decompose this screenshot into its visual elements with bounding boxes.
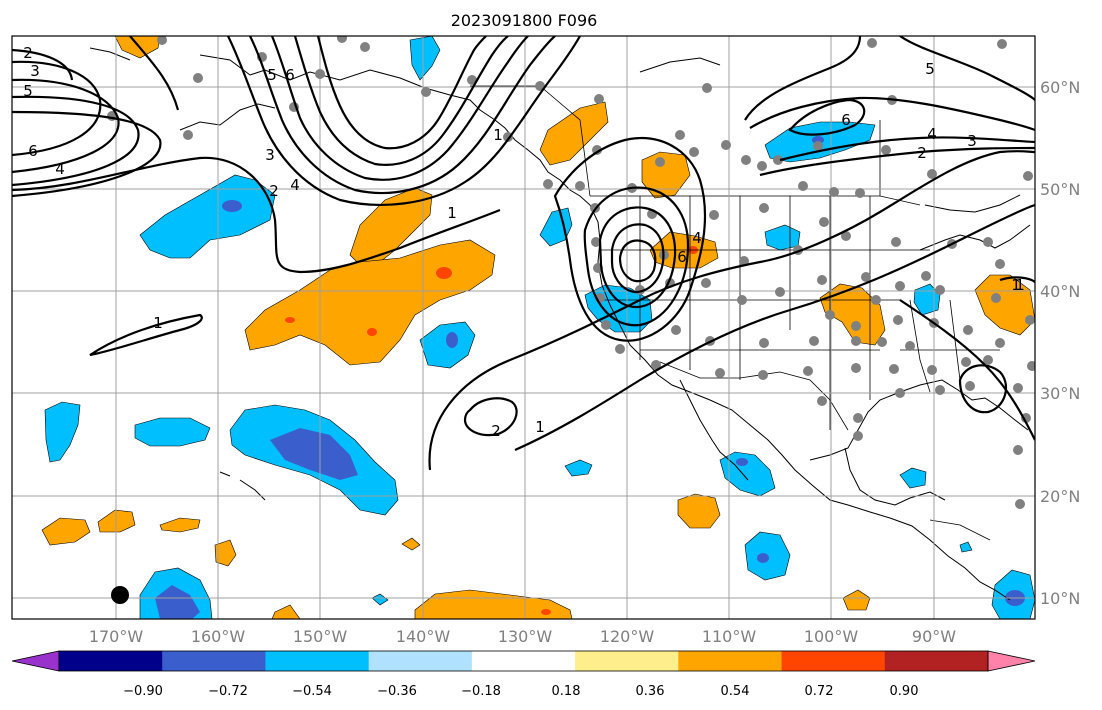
map-frame	[11, 35, 1036, 620]
contour-label: 5	[267, 66, 277, 84]
colorbar-max-arrow	[987, 650, 1036, 672]
lon-label: 90°W	[912, 627, 956, 646]
colorbar-tick-label: 0.90	[890, 684, 919, 699]
lat-label: 10°N	[1040, 589, 1080, 608]
strong-positive-anomaly-shading	[285, 246, 698, 615]
contour-label: 6	[677, 248, 687, 266]
colorbar-segment	[265, 651, 370, 671]
map-content: 2 3 5 6 4 5 6 3 4 2 1 6 5 4 3 2 1 1 1 2 …	[12, 36, 1035, 619]
contour-label: 5	[925, 60, 935, 78]
lat-label: 50°N	[1040, 180, 1080, 199]
contour-label: 6	[28, 142, 38, 160]
colorbar-segment	[59, 651, 163, 671]
contour-label: 2	[917, 144, 927, 162]
colorbar-tick-label: 0.72	[805, 684, 834, 699]
longitude-labels: 170°W 160°W 150°W 140°W 130°W 120°W 110°…	[89, 627, 956, 646]
colorbar-segment	[678, 651, 783, 671]
contour-label: 3	[265, 146, 275, 164]
lon-label: 100°W	[804, 627, 859, 646]
contour-label: 1	[1015, 276, 1025, 294]
map-title: 2023091800 F096	[451, 11, 598, 30]
colorbar-segment	[575, 651, 679, 671]
colorbar-tick-label: −0.90	[123, 684, 163, 699]
height-contours	[12, 36, 1035, 471]
colorbar-frame	[58, 650, 989, 672]
contour-label: 4	[927, 125, 937, 143]
colorbar-segment	[162, 651, 266, 671]
lon-label: 110°W	[702, 627, 757, 646]
lon-label: 150°W	[293, 627, 348, 646]
contour-label: 1	[535, 418, 545, 436]
lat-label: 60°N	[1040, 78, 1080, 97]
contour-label: 4	[55, 160, 65, 178]
colorbar-tick-label: −0.54	[292, 684, 332, 699]
contour-label: 1	[153, 314, 163, 332]
colorbar-segment	[471, 651, 576, 671]
colorbar-segment	[884, 651, 989, 671]
contour-label: 1	[447, 204, 457, 222]
lon-label: 160°W	[191, 627, 246, 646]
colorbar-segment	[781, 651, 886, 671]
lon-label: 130°W	[498, 627, 553, 646]
contour-label: 2	[491, 422, 501, 440]
colorbar-tick-label: 0.36	[636, 684, 665, 699]
lon-label: 140°W	[396, 627, 451, 646]
colorbar-tick-label: 0.18	[552, 684, 581, 699]
political-borders	[470, 85, 1000, 541]
colorbar-tick-label: −0.36	[377, 684, 417, 699]
contour-label: 3	[967, 132, 977, 150]
lat-label: 20°N	[1040, 487, 1080, 506]
colorbar	[11, 650, 1036, 672]
contour-label: 1	[493, 126, 503, 144]
lat-label: 30°N	[1040, 384, 1080, 403]
contour-label: 5	[23, 82, 33, 100]
coastlines	[89, 47, 1031, 601]
contour-label: 1	[1011, 276, 1021, 294]
contour-label: 6	[285, 66, 295, 84]
contour-label: 3	[30, 62, 40, 80]
contour-label: 4	[290, 176, 300, 194]
colorbar-tick-label: −0.18	[461, 684, 501, 699]
lat-label: 40°N	[1040, 282, 1080, 301]
colorbar-min-arrow	[11, 650, 60, 672]
colorbar-tick-labels: −0.90 −0.72 −0.54 −0.36 −0.18 0.18 0.36 …	[123, 684, 918, 699]
contour-labels: 2 3 5 6 4 5 6 3 4 2 1 6 5 4 3 2 1 1 1 2 …	[23, 44, 1025, 440]
strong-negative-anomaly-shading	[155, 136, 1025, 619]
colorbar-tick-label: −0.72	[208, 684, 248, 699]
lon-label: 120°W	[600, 627, 655, 646]
lon-label: 170°W	[89, 627, 144, 646]
colorbar-segment	[368, 651, 473, 671]
station-marker-black	[111, 586, 129, 604]
latitude-labels: 60°N 50°N 40°N 30°N 20°N 10°N	[1040, 78, 1080, 608]
colorbar-tick-label: 0.54	[721, 684, 750, 699]
contour-label: 6	[841, 111, 851, 129]
contour-label: 2	[23, 44, 33, 62]
contour-label: 4	[692, 229, 702, 247]
contour-label: 2	[269, 182, 279, 200]
